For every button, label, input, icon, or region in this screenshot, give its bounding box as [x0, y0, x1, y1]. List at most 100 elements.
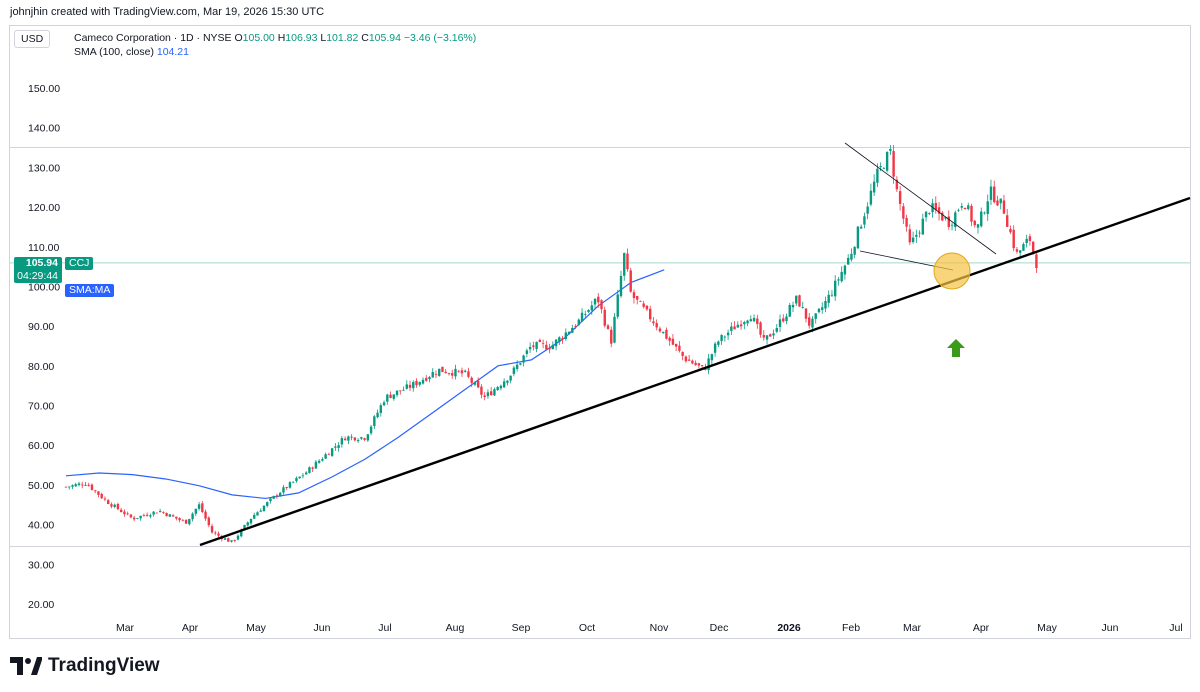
- candle-body: [366, 434, 370, 441]
- candle-body: [249, 518, 253, 524]
- candle-body: [279, 492, 282, 497]
- candle-body: [266, 502, 269, 506]
- y-tick-label: 100.00: [28, 281, 60, 293]
- x-tick-label: Mar: [116, 622, 135, 634]
- y-tick-label: 90.00: [28, 321, 54, 333]
- candle-body: [993, 186, 996, 203]
- candle-body: [743, 322, 746, 325]
- candle-body: [629, 270, 632, 292]
- candle-body: [613, 316, 616, 343]
- candle-body: [811, 318, 814, 328]
- candle-body: [314, 461, 318, 469]
- candle-body: [376, 412, 379, 418]
- candle-body: [853, 247, 856, 255]
- candle-body: [324, 454, 327, 459]
- candle-body: [158, 511, 162, 513]
- candle-body: [918, 232, 921, 234]
- chart-legend: Cameco Corporation · 1D · NYSE O105.00 H…: [74, 31, 476, 59]
- candle-body: [558, 337, 561, 342]
- candle-body: [986, 201, 989, 214]
- candle-body: [905, 217, 908, 227]
- candle-body: [889, 149, 892, 151]
- candle-body: [512, 367, 516, 374]
- candle-body: [350, 436, 353, 438]
- candle-body: [230, 540, 233, 542]
- candle-body: [548, 347, 551, 350]
- candle-body: [795, 295, 798, 304]
- candle-body: [769, 334, 772, 337]
- candle-body: [470, 377, 473, 383]
- up-arrow-icon: [947, 339, 965, 357]
- candle-body: [869, 190, 873, 205]
- candle-body: [408, 384, 412, 388]
- highlight-circle: [933, 252, 971, 290]
- candle-body: [207, 517, 211, 526]
- candle-body: [730, 326, 733, 331]
- sma-badge: SMA:MA: [65, 284, 115, 297]
- legend-sma-label: SMA (100, close): [74, 46, 154, 58]
- candle-body: [454, 368, 457, 377]
- candle-body: [269, 498, 272, 502]
- candle-body: [356, 440, 360, 442]
- candle-body: [317, 460, 321, 463]
- candle-body: [996, 200, 999, 206]
- bar-countdown: 04:29:44: [17, 270, 58, 282]
- candle-body: [577, 319, 580, 325]
- candle-body: [298, 476, 301, 479]
- candle-body: [632, 292, 636, 299]
- candle-body: [496, 387, 499, 391]
- chart-frame[interactable]: [9, 25, 1191, 639]
- candle-body: [233, 540, 236, 541]
- candle-body: [772, 333, 775, 336]
- candle-body: [911, 237, 915, 243]
- candle-body: [110, 504, 113, 507]
- candle-body: [1002, 200, 1006, 214]
- y-tick-label: 120.00: [28, 202, 60, 214]
- candle-body: [480, 386, 483, 395]
- candle-body: [623, 253, 626, 276]
- candle-body: [441, 366, 444, 373]
- tradingview-brand[interactable]: TradingView: [10, 655, 160, 677]
- candle-body: [90, 484, 94, 490]
- candle-body: [236, 535, 240, 540]
- candle-body: [347, 436, 350, 441]
- candle-body: [123, 511, 126, 515]
- candle-body: [97, 491, 100, 495]
- legend-sma-row: SMA (100, close) 104.21: [74, 45, 476, 59]
- candle-body: [733, 326, 736, 330]
- wedge-upper-line: [844, 142, 997, 255]
- candle-body: [645, 305, 649, 310]
- horizontal-levels: [10, 147, 1190, 547]
- candle-body: [165, 512, 168, 516]
- candle-body: [493, 389, 496, 396]
- candle-body: [145, 514, 149, 516]
- candle-body: [311, 467, 314, 469]
- candle-body: [389, 394, 392, 398]
- tradingview-logo-icon: [10, 657, 42, 675]
- candle-body: [567, 331, 571, 335]
- x-tick-label: Jun: [314, 622, 331, 634]
- candle-body: [421, 379, 425, 384]
- candle-body: [483, 395, 486, 398]
- candle-body: [947, 216, 950, 227]
- candle-body: [973, 220, 976, 226]
- candle-body: [597, 296, 600, 303]
- candle-body: [928, 213, 931, 214]
- candle-body: [720, 334, 723, 342]
- candle-body: [954, 212, 957, 228]
- candle-body: [246, 522, 249, 526]
- candle-body: [227, 538, 230, 542]
- candle-body: [846, 257, 850, 265]
- candle-body: [658, 328, 662, 332]
- currency-selector[interactable]: USD: [14, 30, 51, 48]
- candle-body: [717, 341, 720, 345]
- candle-body: [282, 487, 285, 493]
- candle-body: [924, 211, 928, 218]
- candle-body: [188, 518, 191, 525]
- candle-body: [895, 179, 899, 190]
- candle-body: [528, 346, 532, 350]
- candle-body: [989, 186, 993, 200]
- candle-body: [713, 343, 717, 353]
- candle-body: [1028, 236, 1032, 241]
